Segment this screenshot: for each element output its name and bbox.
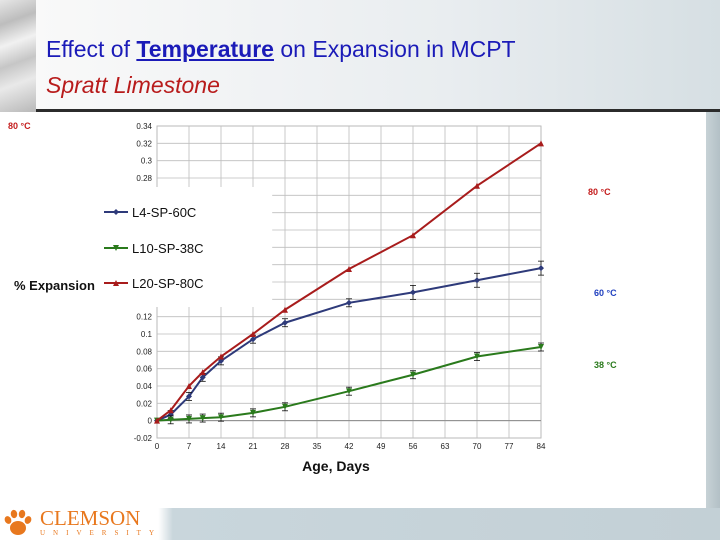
legend-entry: L4-SP-60C: [104, 205, 196, 220]
title-rule: [36, 109, 720, 112]
marker: [199, 369, 206, 376]
x-tick-label: 0: [155, 442, 160, 451]
series-L10-SP-38C: [154, 342, 544, 425]
marker: [282, 403, 288, 410]
y-tick-label: 0.08: [136, 347, 152, 356]
x-tick-labels: 0 7 14 21 28 35 42 49 56 63 70 77 84: [155, 442, 546, 451]
marker: [218, 353, 224, 360]
marker: [154, 417, 160, 424]
clemson-logo-text: CLEMSON: [40, 506, 141, 530]
marker: [199, 415, 206, 422]
x-tick-label: 21: [249, 442, 258, 451]
marker: [113, 245, 119, 251]
slide-title: Effect of Temperature on Expansion in MC…: [46, 36, 516, 63]
temp-label: 80 °C: [588, 187, 611, 197]
marble-texture: [0, 0, 36, 112]
tiger-paw-icon: [4, 509, 32, 535]
y-tick-label: 0.02: [136, 399, 152, 408]
y-tick-label: 0.1: [141, 330, 153, 339]
y-axis-label: % Expansion: [14, 278, 95, 293]
marker: [282, 319, 288, 326]
marker: [218, 414, 224, 421]
y-tick-label: 0.12: [136, 313, 152, 322]
title-keyword: Temperature: [136, 36, 274, 62]
y-tick-label: 0.34: [136, 122, 152, 131]
marker: [410, 289, 416, 296]
legend-entry: L10-SP-38C: [104, 241, 204, 256]
legend-label: L10-SP-38C: [132, 241, 204, 256]
temp-label: 38 °C: [594, 360, 617, 370]
temp-label: 60 °C: [594, 288, 617, 298]
x-tick-label: 70: [473, 442, 482, 451]
marker: [410, 371, 416, 378]
legend-label: L4-SP-60C: [132, 205, 196, 220]
y-tick-label: 0: [148, 417, 153, 426]
marker: [346, 266, 352, 272]
marker: [346, 388, 352, 395]
x-tick-label: 28: [281, 442, 290, 451]
legend-label: L20-SP-80C: [132, 276, 204, 291]
temperature-labels: 80 °C 80 °C 60 °C 38 °C: [8, 121, 617, 370]
x-tick-label: 14: [217, 442, 226, 451]
marker: [167, 407, 174, 414]
y-tick-label: 0.32: [136, 139, 152, 148]
x-tick-label: 84: [537, 442, 546, 451]
marker: [538, 140, 544, 147]
footer-band: [0, 508, 720, 540]
marker: [538, 265, 544, 272]
marker: [410, 232, 416, 239]
x-tick-label: 42: [345, 442, 354, 451]
title-band: [36, 0, 720, 110]
marker: [250, 336, 256, 343]
slide-subtitle: Spratt Limestone: [46, 72, 220, 98]
y-tick-label: -0.02: [134, 434, 153, 443]
marker: [474, 182, 480, 189]
temp-label: 80 °C: [8, 121, 31, 131]
marker: [199, 374, 206, 381]
y-tick-label: 0.04: [136, 382, 152, 391]
legend-mask: [111, 187, 273, 307]
x-tick-label: 35: [313, 442, 322, 451]
y-tick-labels: -0.02 0 0.02 0.04 0.06 0.08 0.1 0.12 0.28 0.3 0.32…: [134, 122, 153, 443]
x-tick-label: 56: [409, 442, 418, 451]
marker: [186, 393, 192, 400]
legend: L4-SP-60C L10-SP-38C L20-SP-80C: [104, 187, 273, 307]
x-tick-label: 7: [187, 442, 192, 451]
marker: [186, 415, 192, 422]
x-axis-label: Age, Days: [302, 458, 370, 474]
marker: [474, 353, 480, 360]
clemson-logo-subtext: UNIVERSITY: [40, 529, 162, 537]
series-L20-SP-80C: [154, 140, 544, 424]
marker: [113, 280, 119, 286]
marker: [282, 306, 288, 313]
title-prefix: Effect of: [46, 36, 137, 62]
marker: [186, 383, 192, 389]
marker: [538, 344, 544, 350]
legend-entry: L20-SP-80C: [104, 276, 204, 291]
marker: [113, 209, 119, 215]
y-tick-label: 0.28: [136, 174, 152, 183]
marker: [346, 299, 352, 306]
marker: [250, 331, 256, 337]
y-tick-label: 0.3: [141, 157, 153, 166]
marker: [474, 277, 480, 284]
title-suffix: on Expansion in MCPT: [273, 36, 516, 62]
series-group: [154, 140, 544, 425]
marker: [167, 416, 174, 423]
marker: [250, 409, 256, 416]
right-decor-strip: [706, 112, 720, 508]
x-tick-label: 49: [377, 442, 386, 451]
x-tick-label: 63: [441, 442, 450, 451]
y-tick-label: 0.06: [136, 365, 152, 374]
x-tick-label: 77: [505, 442, 514, 451]
